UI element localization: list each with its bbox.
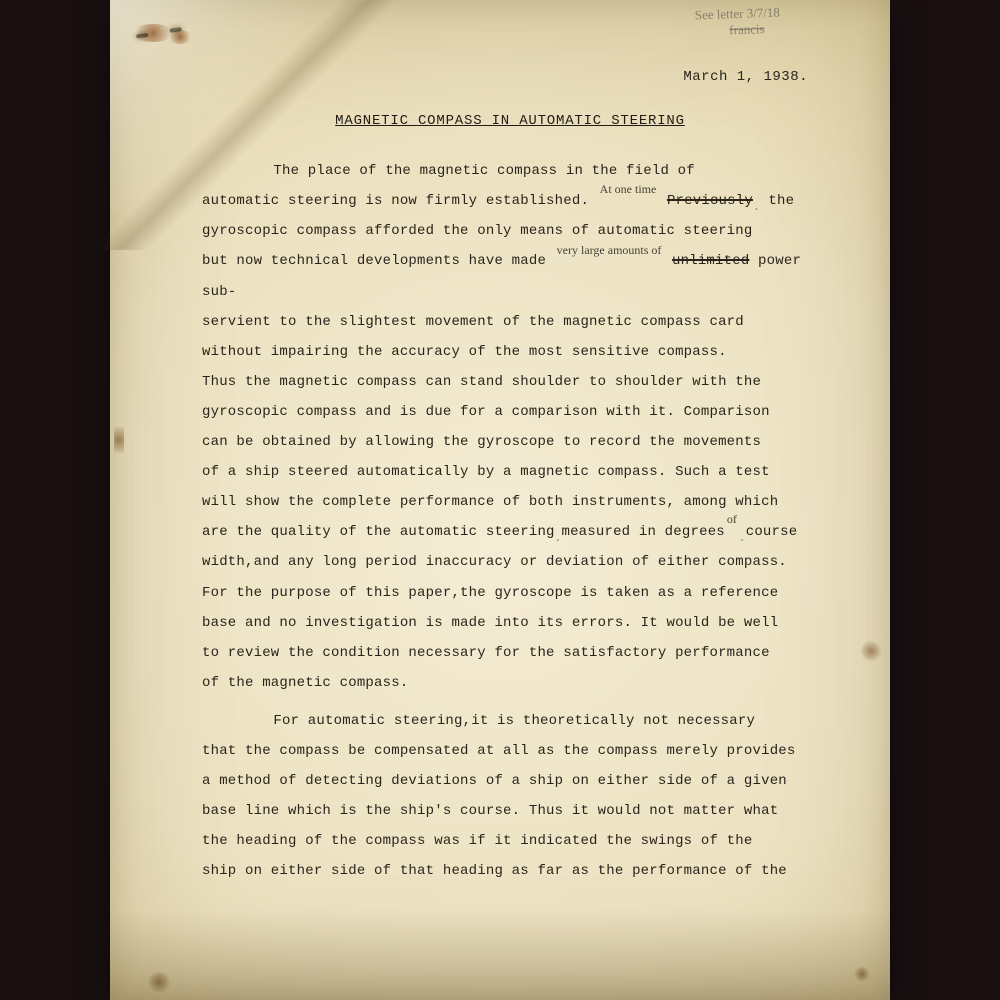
struck-text: unlimited bbox=[672, 253, 749, 269]
pencil-annotation: See letter 3/7/18 francis bbox=[694, 5, 780, 40]
caret-mark: ˏ bbox=[555, 531, 562, 543]
text-line: base and no investigation is made into i… bbox=[202, 615, 778, 631]
text-line: automatic steering is now firmly establi… bbox=[202, 193, 598, 209]
text-line: the heading of the compass was if it ind… bbox=[202, 833, 753, 849]
foxing-spot bbox=[860, 640, 882, 662]
text-line: gyroscopic compass afforded the only mea… bbox=[202, 223, 753, 239]
pencil-text: See letter 3/7/18 bbox=[694, 5, 780, 23]
text-line: will show the complete performance of bo… bbox=[202, 494, 778, 510]
text-line: the bbox=[760, 193, 794, 209]
text-line: ship on either side of that heading as f… bbox=[202, 863, 787, 879]
text-line: can be obtained by allowing the gyroscop… bbox=[202, 434, 761, 450]
text-line: Thus the magnetic compass can stand shou… bbox=[202, 374, 761, 390]
pencil-struck: francis bbox=[729, 21, 765, 38]
text-line: course bbox=[746, 524, 798, 540]
text-line: without impairing the accuracy of the mo… bbox=[202, 344, 727, 360]
document-page: See letter 3/7/18 francis March 1, 1938.… bbox=[110, 0, 890, 1000]
document-title: MAGNETIC COMPASS IN AUTOMATIC STEERING bbox=[202, 106, 818, 136]
text-line: of the magnetic compass. bbox=[202, 675, 408, 691]
hand-correction: very large amounts of bbox=[557, 243, 662, 257]
document-date: March 1, 1938. bbox=[202, 62, 808, 92]
viewer-stage: See letter 3/7/18 francis March 1, 1938.… bbox=[0, 0, 1000, 1000]
text-line: measured in degrees bbox=[561, 524, 724, 540]
text-line: that the compass be compensated at all a… bbox=[202, 743, 796, 759]
caret-mark: ˏ bbox=[739, 531, 746, 543]
text-line: For automatic steering,it is theoretical… bbox=[273, 713, 755, 729]
text-line: width,and any long period inaccuracy or … bbox=[202, 554, 787, 570]
text-line: servient to the slightest movement of th… bbox=[202, 314, 744, 330]
text-line: but now technical developments have made bbox=[202, 253, 555, 269]
text-line: The place of the magnetic compass in the… bbox=[273, 163, 694, 179]
caret-mark: ˏ bbox=[753, 200, 760, 212]
paragraph-gap bbox=[202, 698, 818, 706]
text-line: gyroscopic compass and is due for a comp… bbox=[202, 404, 770, 420]
edge-stain bbox=[114, 420, 124, 460]
text-line: For the purpose of this paper,the gyrosc… bbox=[202, 585, 778, 601]
text-line: a method of detecting deviations of a sh… bbox=[202, 773, 787, 789]
text-line: of a ship steered automatically by a mag… bbox=[202, 464, 770, 480]
hand-correction: of bbox=[727, 512, 737, 526]
text-line: to review the condition necessary for th… bbox=[202, 645, 770, 661]
rust-stain bbox=[168, 30, 192, 44]
paragraph-1: The place of the magnetic compass in the… bbox=[202, 156, 818, 698]
struck-text: Previously bbox=[667, 193, 753, 209]
text-line: are the quality of the automatic steerin… bbox=[202, 524, 555, 540]
text-line: base line which is the ship's course. Th… bbox=[202, 803, 778, 819]
typed-content: March 1, 1938. MAGNETIC COMPASS IN AUTOM… bbox=[202, 56, 818, 980]
hand-correction: At one time bbox=[600, 182, 657, 196]
paragraph-2: For automatic steering,it is theoretical… bbox=[202, 706, 818, 887]
